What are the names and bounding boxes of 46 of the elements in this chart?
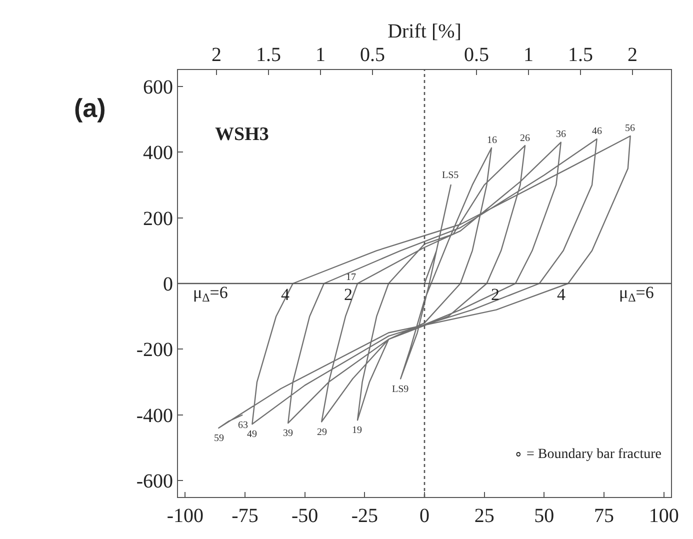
- annotation: 29: [317, 427, 327, 438]
- annotation: 16: [487, 135, 497, 146]
- x2-tick-label: 1: [315, 44, 326, 66]
- annotation: μ$_{Δ}$=6: [619, 283, 654, 305]
- annotation: 39: [283, 428, 293, 439]
- x2-tick-label: 1.5: [568, 44, 594, 66]
- y-tick-label: -600: [136, 470, 173, 493]
- annotation: 36: [556, 129, 566, 140]
- annotation: 26: [520, 133, 530, 144]
- x2-tick-label: 2: [211, 44, 222, 66]
- y-tick-label: 200: [143, 208, 173, 230]
- annotation: 4: [557, 285, 566, 304]
- x-tick-label: -50: [292, 505, 318, 527]
- annotation: LS9: [392, 384, 409, 395]
- annotation: 46: [592, 126, 602, 137]
- annotation: LS5: [442, 170, 459, 181]
- y-tick-label: 600: [143, 76, 173, 98]
- text: (a): [74, 93, 106, 123]
- x-tick-label: -75: [232, 505, 258, 527]
- x2-tick-label: 2: [628, 44, 638, 66]
- x2-axis-title: Drift [%]: [388, 20, 462, 42]
- annotation: 17: [346, 272, 356, 283]
- x2-tick-label: 1: [524, 44, 534, 66]
- x-tick-label: 0: [420, 505, 430, 527]
- annotation: 19: [352, 425, 362, 436]
- y-tick-label: 400: [143, 142, 173, 164]
- x-tick-label: -100: [166, 505, 204, 527]
- annotation: 56: [625, 123, 635, 134]
- y-tick-label: -200: [136, 339, 173, 362]
- x-tick-label: 100: [648, 505, 679, 527]
- annotation: ∘ = Boundary bar fracture: [514, 447, 662, 462]
- y-tick-label: 0: [163, 274, 173, 296]
- x-tick-label: 75: [594, 505, 614, 527]
- x-tick-label: 50: [534, 505, 554, 527]
- annotation: 49: [247, 429, 257, 440]
- x2-tick-label: 0.5: [464, 44, 489, 66]
- annotation: WSH3: [215, 124, 269, 145]
- annotation: 59: [214, 433, 224, 444]
- annotation: 2: [344, 285, 352, 304]
- x2-tick-label: 1.5: [256, 44, 281, 66]
- y-tick-label: -400: [136, 404, 173, 427]
- x2-tick-label: 0.5: [360, 44, 385, 66]
- annotation: μ$_{Δ}$=6: [193, 283, 228, 305]
- x-tick-label: 25: [474, 505, 494, 527]
- x-tick-label: -25: [351, 505, 378, 527]
- annotation: 63: [238, 420, 248, 431]
